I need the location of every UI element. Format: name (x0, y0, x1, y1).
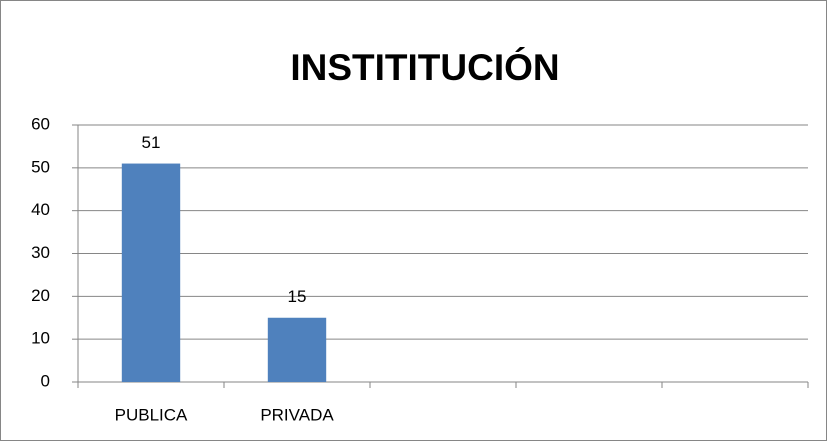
y-tick-label: 30 (31, 243, 50, 262)
bar (121, 163, 181, 382)
chart-title: INSTITITUCIÓN (290, 46, 559, 88)
y-tick-label: 0 (41, 371, 50, 390)
y-tick-label: 40 (31, 200, 50, 219)
x-tick-label: PRIVADA (260, 405, 334, 424)
bar (267, 317, 327, 382)
y-tick-label: 20 (31, 286, 50, 305)
data-label: 15 (288, 287, 307, 306)
data-label: 51 (142, 133, 161, 152)
x-tick-label: PUBLICA (115, 405, 188, 424)
y-tick-label: 50 (31, 157, 50, 176)
y-tick-label: 60 (31, 114, 50, 133)
y-tick-label: 10 (31, 329, 50, 348)
